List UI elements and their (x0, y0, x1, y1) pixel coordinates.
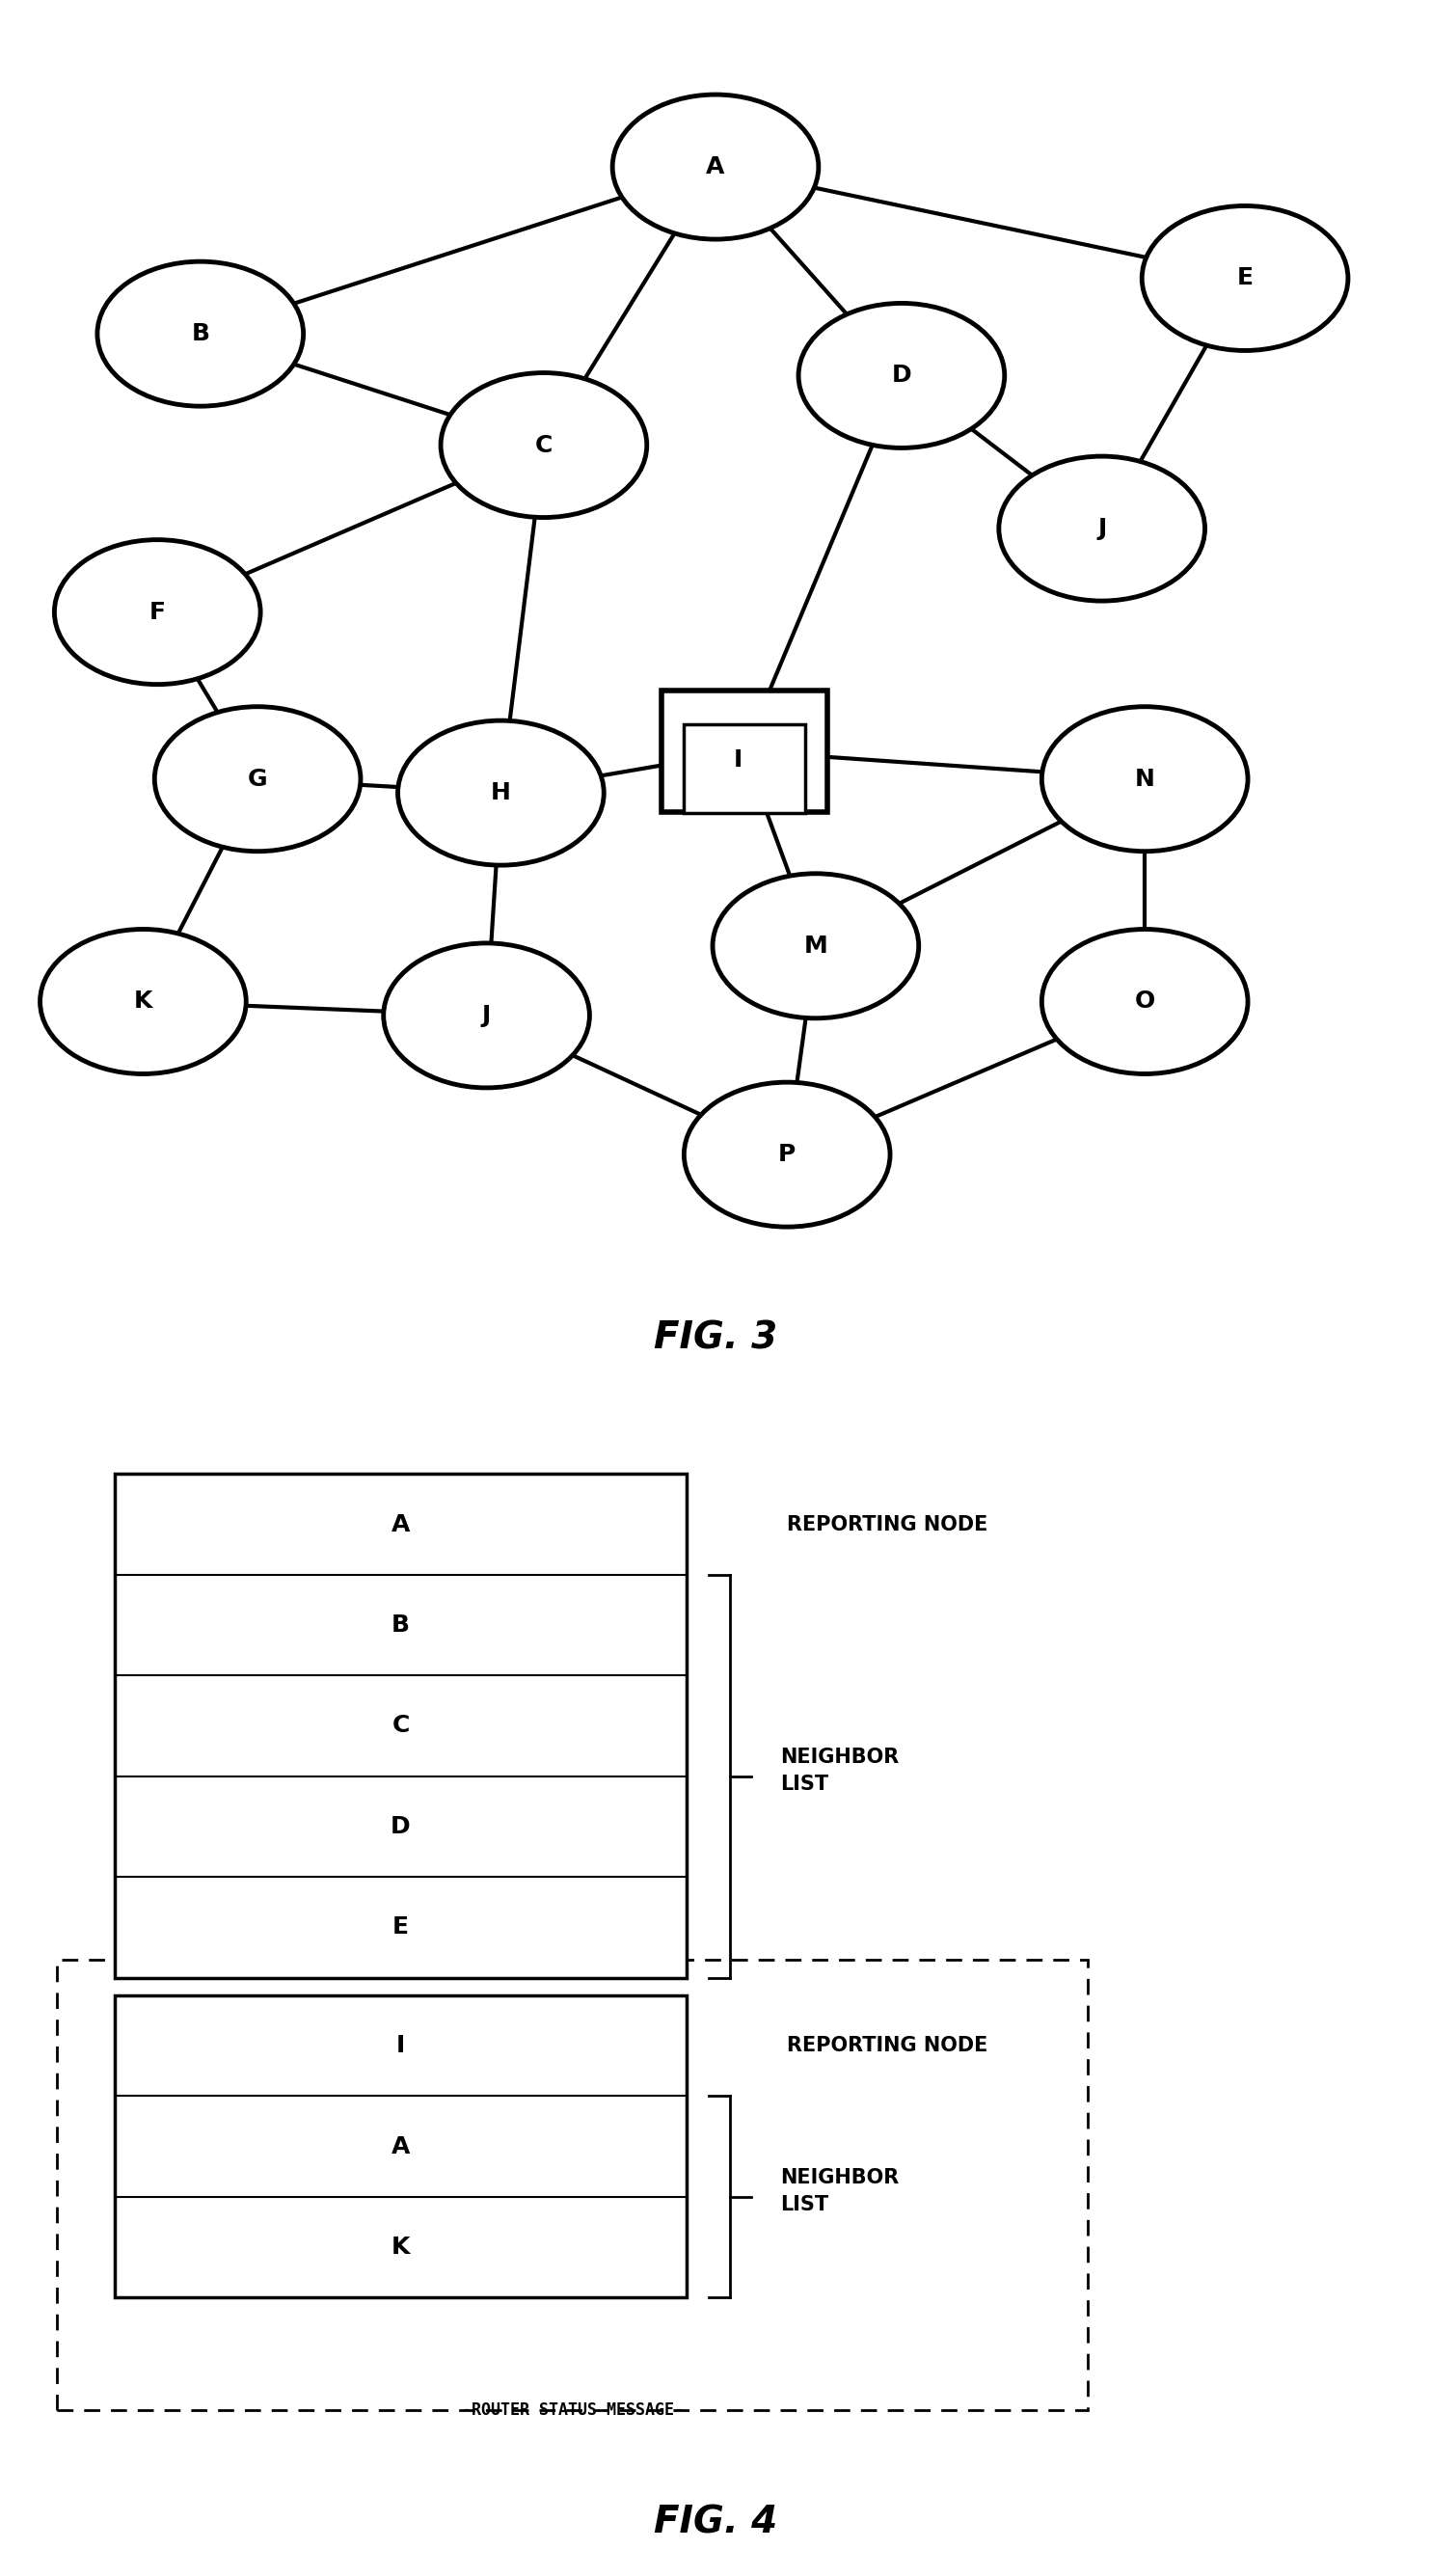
Text: J: J (1098, 518, 1106, 541)
Text: C: C (392, 1713, 409, 1736)
Ellipse shape (97, 263, 303, 407)
Ellipse shape (398, 721, 604, 866)
Text: -ROUTER STATUS MESSAGE-: -ROUTER STATUS MESSAGE- (462, 2401, 683, 2419)
Ellipse shape (999, 456, 1205, 600)
Text: E: E (1236, 268, 1254, 289)
Text: NEIGHBOR
LIST: NEIGHBOR LIST (780, 1747, 899, 1793)
Text: M: M (804, 935, 827, 958)
Text: B: B (192, 322, 209, 345)
Text: D: D (892, 363, 912, 386)
Text: P: P (778, 1144, 796, 1167)
Text: N: N (1135, 768, 1155, 791)
Text: O: O (1135, 989, 1155, 1012)
Text: E: E (392, 1917, 409, 1940)
Bar (57, 1960, 1088, 2411)
Bar (114, 1996, 687, 2298)
Ellipse shape (1042, 706, 1248, 850)
Text: J: J (482, 1005, 491, 1028)
Ellipse shape (713, 873, 919, 1018)
Text: FIG. 4: FIG. 4 (654, 2504, 777, 2540)
Ellipse shape (441, 374, 647, 518)
Ellipse shape (1142, 206, 1348, 350)
Bar (684, 724, 806, 811)
Text: C: C (535, 433, 552, 456)
Text: D: D (391, 1816, 411, 1839)
Text: A: A (391, 2136, 411, 2159)
Text: B: B (392, 1613, 409, 1636)
Text: NEIGHBOR
LIST: NEIGHBOR LIST (780, 2169, 899, 2213)
Text: K: K (133, 989, 153, 1012)
Text: A: A (391, 1512, 411, 1535)
Ellipse shape (612, 95, 819, 240)
Text: F: F (149, 600, 166, 623)
Ellipse shape (155, 706, 361, 850)
Text: H: H (491, 781, 511, 804)
Text: G: G (248, 768, 268, 791)
Text: K: K (391, 2236, 411, 2259)
Ellipse shape (54, 541, 260, 685)
Text: REPORTING NODE: REPORTING NODE (787, 1515, 987, 1533)
Text: I: I (396, 2035, 405, 2058)
Ellipse shape (798, 304, 1005, 448)
Text: REPORTING NODE: REPORTING NODE (787, 2035, 987, 2056)
Text: I: I (734, 747, 743, 770)
Text: A: A (705, 155, 726, 178)
Bar (114, 1473, 687, 1978)
Ellipse shape (384, 943, 590, 1087)
Text: FIG. 3: FIG. 3 (654, 1319, 777, 1355)
Bar (661, 690, 827, 811)
Ellipse shape (40, 930, 246, 1074)
Ellipse shape (1042, 930, 1248, 1074)
Ellipse shape (684, 1082, 890, 1226)
